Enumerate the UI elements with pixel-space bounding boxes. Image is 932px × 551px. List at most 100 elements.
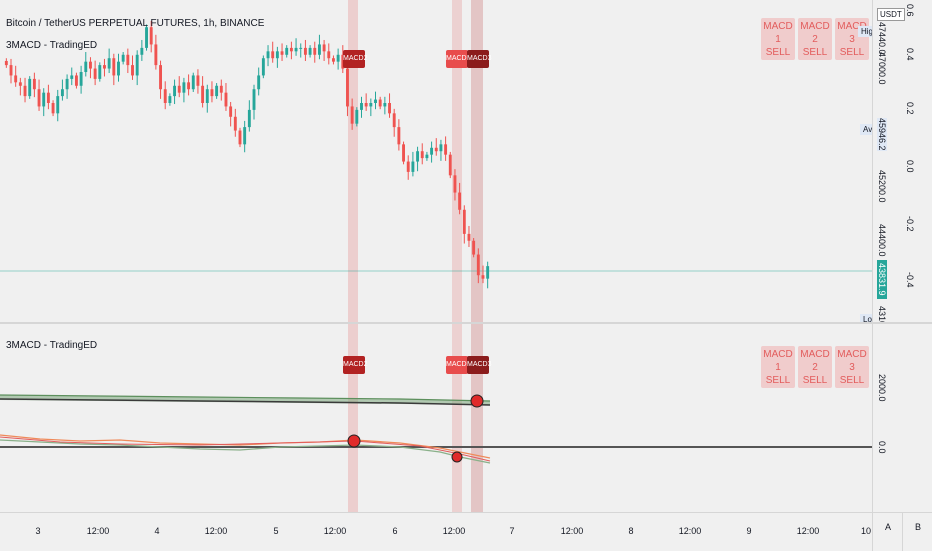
candle-body [135,54,139,76]
signal-box-macd3-sub: MACD 3 SELL [835,346,869,388]
signal-box-line1: MACD 2 [800,20,830,45]
price-scale[interactable]: USDT 47440.0 47000.0 45946.2 45200.0 444… [872,0,932,339]
time-label: 10 [860,526,872,536]
candle-body [289,47,293,52]
aux-label-0.6: 0.6 [905,4,915,17]
auto-scale-button[interactable]: A [872,512,903,551]
candle-body [4,60,8,66]
signal-box-line2: SELL [802,374,828,386]
candle-body [70,75,74,79]
candle-body [42,92,46,107]
candle-body [243,127,247,145]
time-label: 9 [746,526,752,536]
pane-divider[interactable] [0,322,932,324]
cross-dot-macd2 [347,434,361,448]
candle-body [285,47,289,55]
candle-body [14,75,18,83]
sub-marker-macd2-label: MACD2 [343,361,368,368]
candle-body [327,51,331,59]
candle-body [341,54,345,69]
time-label: 4 [154,526,160,536]
auto-scale-label: A [884,522,891,532]
marker-macd2-label: MACD2 [343,55,368,62]
candle-body [411,161,415,172]
marker-macd1: MACD1 [446,50,471,68]
candle-body [173,85,177,97]
candle-body [149,27,153,45]
candle-body [378,99,382,107]
signal-box-line2: SELL [839,46,865,58]
currency-label: USDT [877,8,905,21]
indicator-canvas[interactable] [0,324,872,512]
time-axis[interactable] [0,512,872,551]
candle-body [313,47,317,55]
candle-body [416,151,420,162]
time-label: 6 [392,526,398,536]
candle-body [303,47,307,55]
time-label: 12:00 [86,526,110,536]
marker-macd3: MACD3 [467,50,492,68]
signal-box-macd1-main: MACD 1 SELL [761,18,795,60]
candle-body [360,103,363,110]
candle-body [430,147,434,155]
candle-body [397,127,401,145]
price-label-44400: 44400.0 [877,224,887,257]
candle-body [322,44,326,52]
candle-body [9,65,13,76]
sub-indicator-title[interactable]: 3MACD - TradingED [6,340,98,351]
sub-band-macd1 [452,324,462,512]
candle-body [252,89,256,110]
candle-body [238,130,242,145]
candle-body [308,47,312,55]
candle-body [93,68,97,79]
indicator-title[interactable]: 3MACD - TradingED [6,40,98,51]
main-chart-pane[interactable]: Bitcoin / TetherUS PERPETUAL FUTURES, 1h… [0,0,881,325]
time-label: 12:00 [796,526,820,536]
signal-box-macd3-main: MACD 3 SELL [835,18,869,60]
candle-body [131,65,134,76]
candle-body [117,61,120,76]
cross-dot-macd3 [470,394,484,408]
marker-macd2: MACD2 [343,50,368,68]
signal-box-macd2-main: MACD 2 SELL [798,18,832,60]
candle-body [89,61,92,69]
candle-body [439,144,443,152]
signal-box-line2: SELL [765,46,791,58]
candle-body [215,85,219,97]
signal-box-line1: MACD 1 [763,348,793,373]
candle-body [481,275,485,279]
candle-body [275,51,279,59]
candle-body [294,47,298,52]
marker-macd3-label: MACD3 [467,55,492,62]
candle-body [257,75,261,90]
candle-body [56,96,60,114]
candle-body [392,113,396,128]
candle-body [388,103,391,114]
signal-box-line1: MACD 1 [763,20,793,45]
candle-body [84,61,88,72]
candle-body [224,92,228,107]
candle-body [205,89,209,103]
b-label: B [914,522,921,532]
sub-marker-macd3: MACD3 [467,356,492,374]
b-button[interactable]: B [902,512,932,551]
candle-body [402,144,405,162]
candle-body [486,266,490,279]
main-chart-canvas[interactable] [0,0,872,322]
symbol-title[interactable]: Bitcoin / TetherUS PERPETUAL FUTURES, 1h… [6,18,265,29]
aux-label-neg0.2: -0.2 [905,216,915,232]
price-label-last: 43831.9 [877,260,887,299]
indicator-scale[interactable]: 2000.0 0.0 [872,324,932,512]
marker-macd1-label: MACD1 [446,55,471,62]
sub-marker-macd2: MACD2 [343,356,368,374]
time-label: 3 [35,526,41,536]
candle-body [420,151,424,159]
candle-body [103,65,106,69]
indicator-pane[interactable]: 3MACD - TradingED MACD2 MACD1 MACD3 MACD… [0,324,872,512]
candle-body [37,89,41,107]
candle-body [98,65,102,79]
candle-body [168,96,172,103]
macd-hist-line [0,436,491,462]
candle-body [434,147,438,152]
candle-body [201,85,205,103]
